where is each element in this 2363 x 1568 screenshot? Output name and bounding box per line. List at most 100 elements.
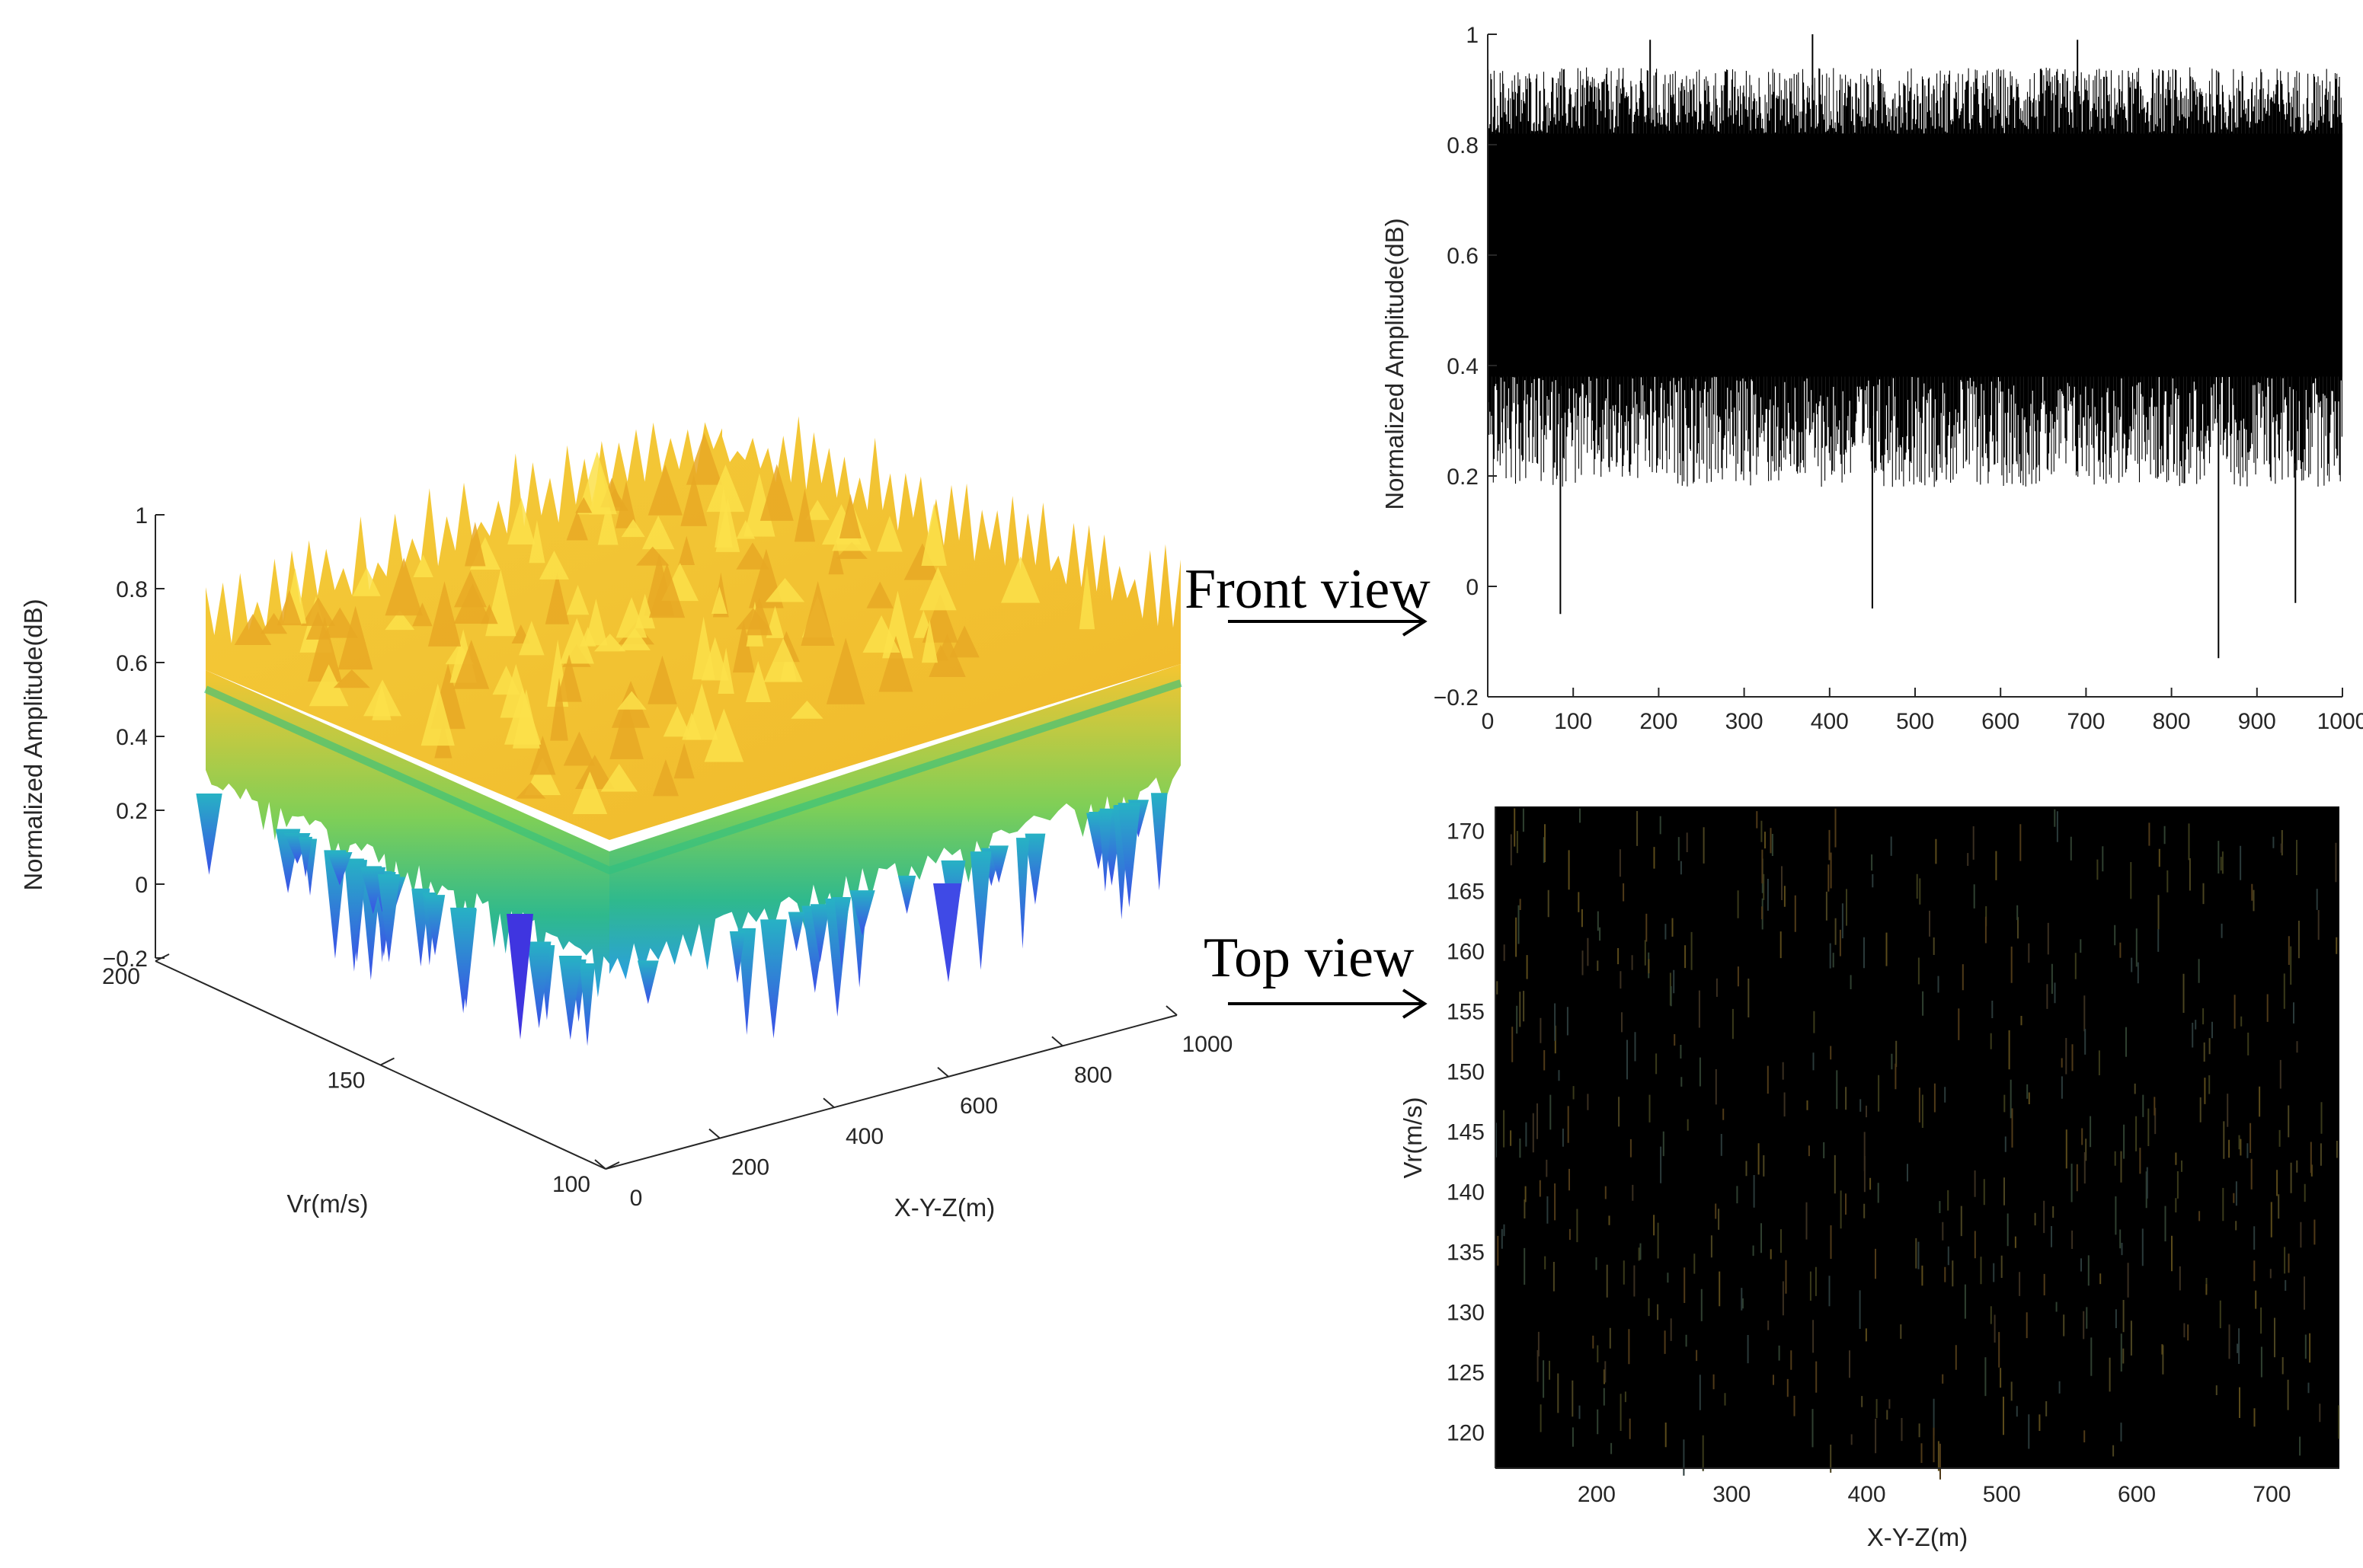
- front-x-tick-label: 300: [1725, 709, 1763, 734]
- top-view-background: [1495, 806, 2339, 1468]
- top-streak: [1495, 811, 2318, 1476]
- top-ylabel: Vr(m/s): [1399, 1097, 1427, 1179]
- surface-peak: [635, 546, 670, 566]
- surface-peak: [301, 597, 336, 626]
- front-y-tick-label: 0: [1466, 575, 1479, 600]
- surface-peak: [575, 497, 593, 513]
- surface-peak: [621, 519, 645, 538]
- surface-peak: [372, 685, 392, 720]
- surface-x-tick-label: 200: [731, 1155, 769, 1180]
- front-x-tick-label: 800: [2153, 709, 2191, 734]
- front-x-tick-label: 1000: [2317, 709, 2363, 734]
- surface-peak: [481, 604, 498, 624]
- top-axes: 120 125 130 135 140 145 150 155 160 165 170 200 300 4…: [1447, 806, 2339, 1507]
- surface-valley: [834, 897, 849, 968]
- surface-z-tick-label: 0.4: [116, 725, 148, 750]
- surface-peak: [652, 759, 679, 797]
- surface-peak: [932, 644, 949, 661]
- surface-peak: [682, 712, 702, 740]
- surface-peak: [648, 465, 683, 516]
- surface-x-tick: [594, 1159, 606, 1170]
- surface-peak: [706, 465, 745, 513]
- front-x-tick-label: 500: [1896, 709, 1934, 734]
- surface-peak: [577, 451, 617, 515]
- surface-peak: [307, 617, 342, 682]
- surface-x-tick-label: 400: [846, 1124, 884, 1149]
- surface-peak: [516, 782, 546, 799]
- front-view-label: Front view: [1185, 558, 1431, 621]
- surface-peak: [333, 669, 370, 688]
- surface-body: [196, 416, 1182, 1046]
- surface-peak: [680, 475, 708, 526]
- front-band: [1488, 133, 2342, 377]
- surface-peak: [234, 614, 272, 645]
- surface-valley: [526, 941, 552, 1029]
- surface-peak: [919, 567, 957, 611]
- surface-valley: [989, 845, 1009, 883]
- front-x-tick-label: 200: [1639, 709, 1677, 734]
- front-y-tick-label: 0.6: [1447, 244, 1479, 269]
- surface-peak: [619, 628, 651, 650]
- surface-peak: [745, 661, 771, 702]
- front-y-tick-label: 1: [1466, 23, 1479, 48]
- top-y-tick-label: 140: [1447, 1180, 1485, 1206]
- surface-peak: [746, 598, 772, 636]
- surface-peak: [763, 637, 803, 682]
- surface-valley: [788, 912, 805, 952]
- surface-peak: [593, 634, 626, 652]
- surface-peak: [597, 499, 619, 545]
- surface-z-tick-label: 0.8: [116, 577, 148, 602]
- surface-peak: [427, 581, 462, 647]
- front-y-tick-label: 0.4: [1447, 354, 1479, 379]
- surface-peak: [641, 516, 675, 550]
- front-x-tick-label: 900: [2238, 709, 2276, 734]
- surface-peak: [921, 503, 947, 566]
- surface-peak: [791, 700, 823, 719]
- top-y-tick-label: 125: [1447, 1361, 1485, 1386]
- front-x-tick-label: 0: [1482, 709, 1495, 734]
- top-view-annotation: Top view: [1204, 927, 1428, 1019]
- surface-peak: [413, 554, 433, 578]
- surface-peak: [921, 619, 938, 663]
- surface-peak: [500, 663, 532, 718]
- surface-peak: [704, 708, 744, 762]
- surface-peak: [949, 625, 980, 658]
- front-x-tick-label: 100: [1554, 709, 1592, 734]
- surface-peak: [507, 497, 536, 544]
- surface-peak: [545, 572, 570, 624]
- surface-valley: [970, 851, 992, 970]
- surface-peak: [575, 755, 615, 790]
- surface-peak: [877, 516, 903, 552]
- top-y-tick-label: 145: [1447, 1120, 1485, 1145]
- surface-peak: [686, 433, 723, 485]
- top-x-tick-label: 700: [2253, 1482, 2291, 1507]
- surface-peak: [929, 634, 966, 678]
- surface-valley: [1098, 810, 1112, 892]
- surface-peak: [309, 664, 349, 707]
- surface-peak: [736, 542, 769, 570]
- surface-peak: [566, 510, 588, 541]
- top-y-tick-label: 155: [1447, 1000, 1485, 1025]
- surface-ylabel: Vr(m/s): [287, 1190, 369, 1218]
- surface-peak: [828, 541, 844, 575]
- top-streak: [1496, 811, 2338, 1473]
- surface-valley: [580, 963, 596, 1046]
- surface-x-tick: [1166, 1005, 1178, 1016]
- surface-valley: [729, 931, 746, 983]
- surface-x-tick: [708, 1128, 721, 1139]
- surface-peak: [321, 607, 358, 638]
- surface-x-tick: [937, 1067, 949, 1078]
- surface-ridge: [203, 679, 1182, 875]
- top-streak: [1497, 808, 2316, 1480]
- surface-z-tick-label: 0.6: [116, 651, 148, 676]
- top-view-arrowhead: [1402, 988, 1428, 1019]
- surface-peak: [826, 637, 865, 704]
- surface-y-tick: [380, 1057, 395, 1066]
- top-y-tick-label: 170: [1447, 819, 1485, 845]
- surface-valley: [377, 874, 401, 963]
- top-y-tick-label: 160: [1447, 940, 1485, 965]
- surface-peak: [277, 589, 302, 626]
- top-view-streaks: [1495, 808, 2340, 1480]
- surface-valley: [737, 928, 756, 1035]
- front-y-tick-label: 0.2: [1447, 465, 1479, 490]
